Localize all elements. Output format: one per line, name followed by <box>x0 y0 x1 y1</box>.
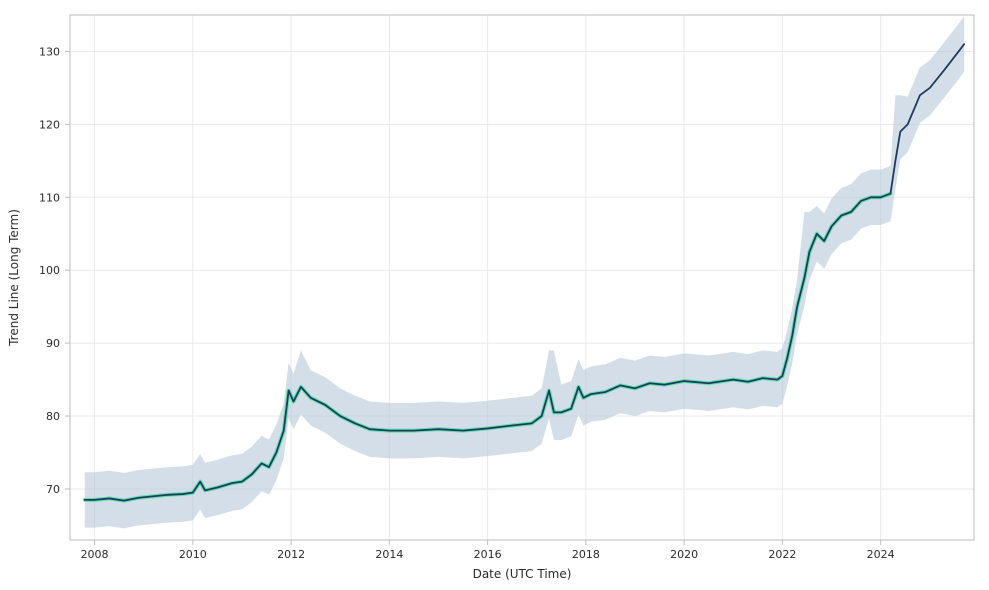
x-tick-label: 2008 <box>81 548 109 561</box>
y-tick-label: 80 <box>46 410 60 423</box>
x-axis-label: Date (UTC Time) <box>473 567 572 581</box>
x-tick-label: 2020 <box>670 548 698 561</box>
y-axis-label: Trend Line (Long Term) <box>7 209 21 347</box>
x-tick-label: 2010 <box>179 548 207 561</box>
timeseries-chart: 2008 2010 2012 2014 2016 2018 2020 2022 2024 Date… <box>0 0 989 590</box>
y-tick-label: 70 <box>46 483 60 496</box>
x-tick-label: 2012 <box>277 548 305 561</box>
y-tick-label: 120 <box>39 118 60 131</box>
x-tick-label: 2014 <box>375 548 403 561</box>
y-tick-label: 110 <box>39 191 60 204</box>
x-tick-label: 2018 <box>572 548 600 561</box>
y-tick-label: 90 <box>46 337 60 350</box>
x-tick-label: 2022 <box>768 548 796 561</box>
chart-container: 2008 2010 2012 2014 2016 2018 2020 2022 2024 Date… <box>0 0 989 590</box>
y-tick-label: 130 <box>39 45 60 58</box>
y-tick-label: 100 <box>39 264 60 277</box>
x-tick-label: 2016 <box>474 548 502 561</box>
x-tick-label: 2024 <box>867 548 895 561</box>
